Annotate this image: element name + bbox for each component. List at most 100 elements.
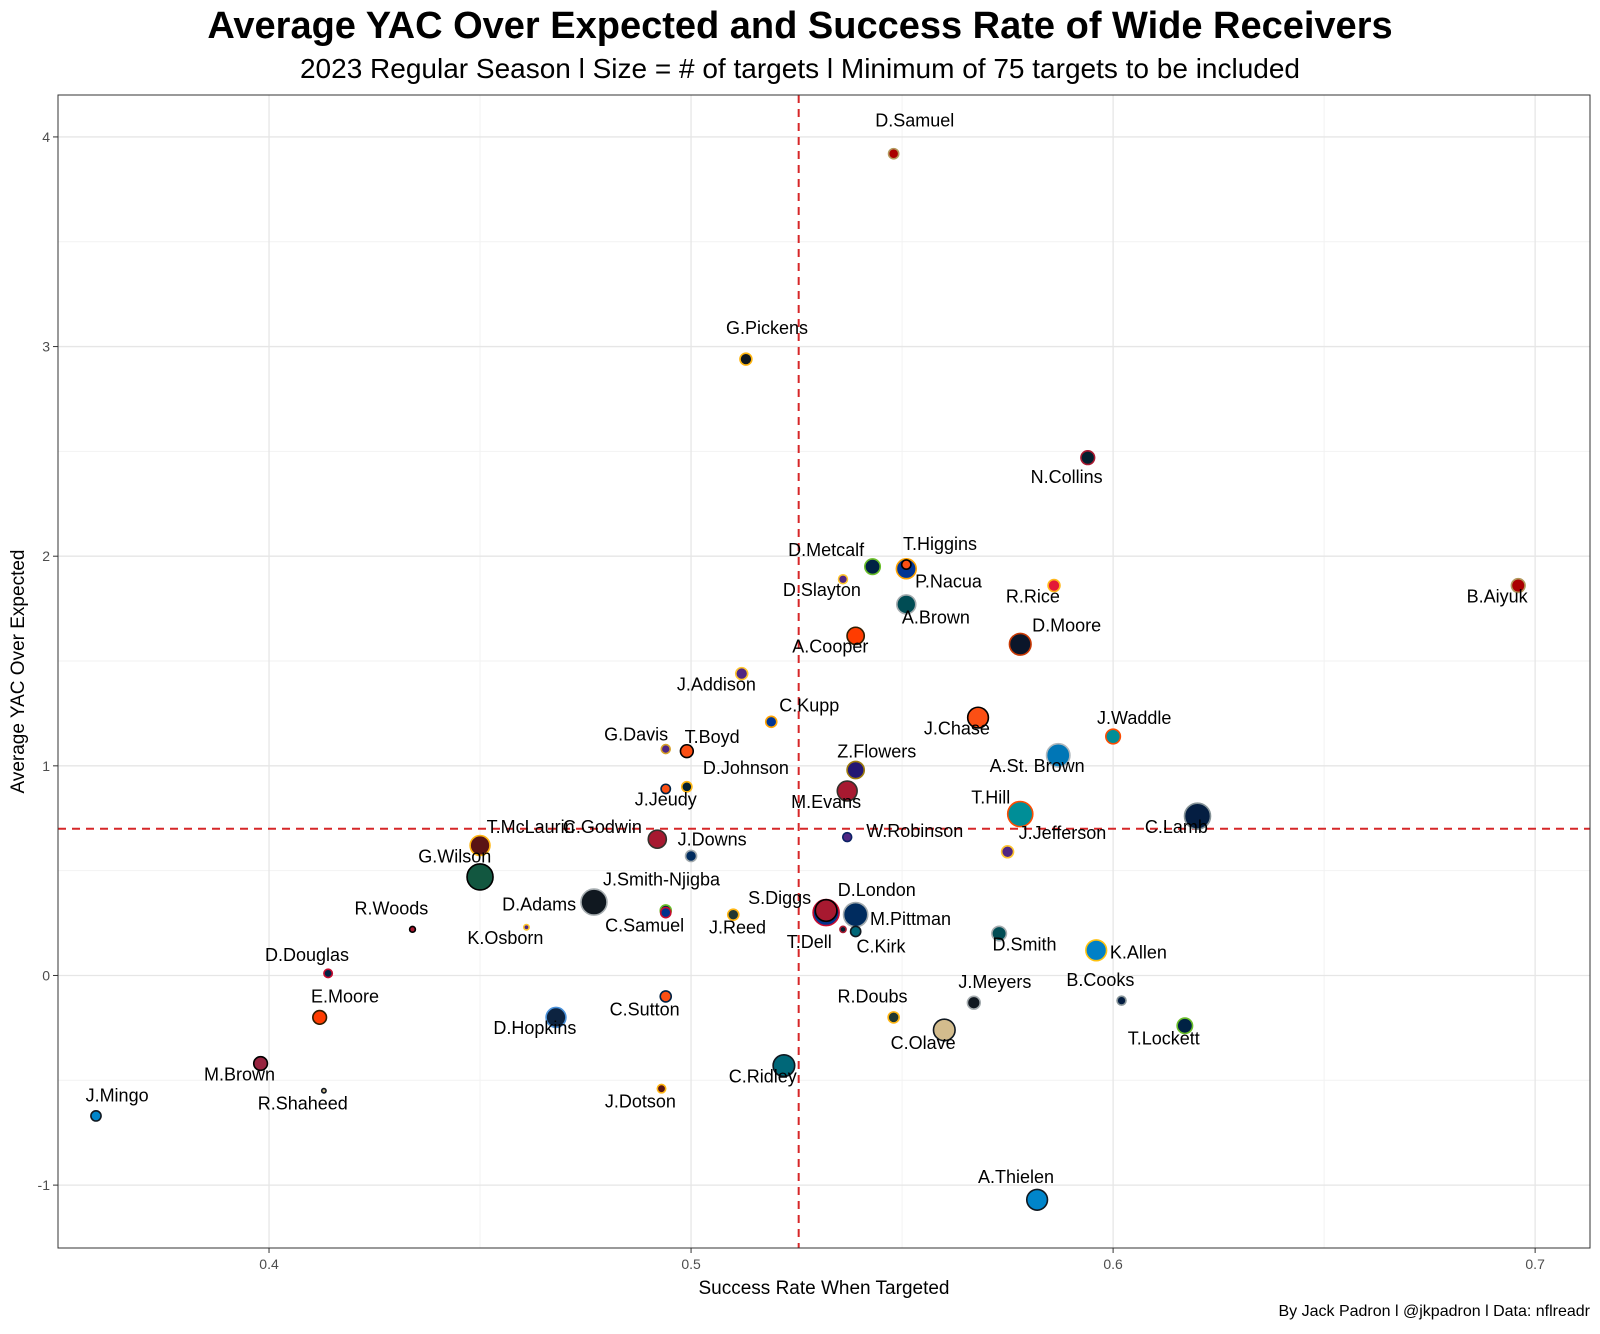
data-point: [684, 849, 698, 863]
point-label: C.Ridley: [729, 1066, 797, 1086]
data-point: [680, 780, 693, 793]
data-point: [580, 888, 608, 916]
point-label: D.Smith: [992, 934, 1056, 954]
point-label: T.Higgins: [903, 534, 977, 554]
data-point: [679, 743, 695, 759]
y-tick-label: -1: [38, 1177, 51, 1193]
data-point: [1000, 845, 1015, 859]
x-tick-label: 0.4: [259, 1256, 279, 1272]
point-label: J.Jeudy: [635, 790, 697, 810]
point-label: J.Mingo: [86, 1085, 149, 1105]
point-label: C.Kupp: [779, 695, 839, 715]
data-point: [252, 1055, 269, 1072]
data-point: [469, 834, 491, 857]
y-axis-ticks: -1 0 1 2 3 4: [38, 129, 58, 1193]
point-label: G.Wilson: [418, 846, 491, 866]
point-label: M.Pittman: [870, 909, 951, 929]
point-labels: D.Samuel G.Pickens N.Collins D.Metcalf T.Hig…: [86, 110, 1529, 1187]
data-point: [1008, 632, 1032, 656]
data-point: [836, 780, 858, 802]
point-label: K.Allen: [1110, 943, 1167, 963]
point-label: C.Samuel: [605, 915, 684, 935]
data-point: [90, 1110, 102, 1122]
data-point: [734, 666, 749, 681]
point-label: D.London: [838, 880, 916, 900]
data-point: [656, 1083, 667, 1094]
point-label: D.Douglas: [265, 945, 349, 965]
data-point: [522, 923, 530, 931]
point-label: J.Downs: [678, 829, 747, 849]
data-point: [849, 925, 862, 938]
point-label: A.St. Brown: [990, 756, 1085, 776]
data-point: [726, 908, 740, 921]
data-point: [323, 968, 334, 979]
data-point: [1183, 802, 1212, 830]
point-label: T.Hill: [971, 788, 1010, 808]
data-point: [846, 760, 866, 780]
point-label: T.Boyd: [685, 727, 740, 747]
point-label: G.Davis: [604, 725, 668, 745]
data-point: [1176, 1017, 1194, 1035]
point-label: D.Hopkins: [493, 1018, 576, 1038]
point-label: C.Godwin: [563, 817, 642, 837]
point-label: D.Adams: [502, 894, 576, 914]
x-tick-label: 0.7: [1525, 1256, 1545, 1272]
point-label: D.Moore: [1032, 616, 1101, 636]
data-point: [839, 925, 847, 934]
data-point: [764, 715, 778, 729]
point-label: C.Olave: [891, 1033, 956, 1053]
point-label: J.Smith-Njigba: [603, 869, 721, 889]
data-point: [966, 706, 990, 729]
data-point: [837, 573, 849, 585]
point-label: D.Johnson: [703, 758, 789, 778]
data-point: [991, 925, 1008, 942]
data-point: [320, 1087, 327, 1094]
point-label: E.Moore: [311, 987, 379, 1007]
point-label: S.Diggs: [748, 888, 811, 908]
point-label: M.Evans: [791, 792, 861, 812]
data-point: [659, 990, 673, 1003]
point-label: M.Brown: [204, 1064, 275, 1084]
data-point: [887, 1011, 900, 1024]
data-point: [545, 1006, 567, 1029]
data-point: [900, 559, 912, 571]
reference-lines: [58, 95, 1590, 1248]
point-label: J.Jefferson: [1019, 823, 1107, 843]
point-label: R.Shaheed: [258, 1094, 348, 1114]
point-label: P.Nacua: [915, 572, 983, 592]
data-point: [814, 898, 838, 923]
point-label: N.Collins: [1031, 467, 1103, 487]
data-point: [846, 626, 866, 646]
minor-gridlines: [57, 95, 1590, 1248]
point-label: B.Cooks: [1066, 970, 1134, 990]
point-label: D.Slayton: [783, 580, 861, 600]
point-label: R.Rice: [1006, 586, 1060, 606]
point-label: D.Metcalf: [788, 540, 865, 560]
data-point: [1085, 939, 1108, 962]
point-label: J.Meyers: [958, 972, 1031, 992]
data-point: [408, 925, 417, 934]
data-point: [660, 743, 671, 755]
point-label: D.Samuel: [875, 110, 954, 130]
point-label: C.Sutton: [610, 999, 680, 1019]
point-label: Z.Flowers: [837, 741, 916, 761]
data-point: [772, 1054, 796, 1078]
point-label: J.Waddle: [1097, 708, 1171, 728]
data-point: [1080, 450, 1096, 466]
point-label: J.Reed: [709, 918, 766, 938]
data-point: [1047, 578, 1061, 593]
point-label: J.Dotson: [605, 1092, 676, 1112]
data-point: [466, 863, 494, 891]
point-label: G.Pickens: [726, 318, 808, 338]
data-point: [1105, 728, 1122, 745]
data-point: [887, 147, 900, 160]
major-gridlines: [58, 95, 1590, 1248]
point-label: R.Woods: [355, 899, 429, 919]
data-point: [647, 829, 668, 850]
point-label: A.Cooper: [792, 637, 868, 657]
data-point: [864, 558, 882, 576]
data-points: [90, 147, 1526, 1211]
point-label: J.Addison: [677, 674, 756, 694]
chart-subtitle: 2023 Regular Season l Size = # of target…: [299, 53, 1300, 84]
